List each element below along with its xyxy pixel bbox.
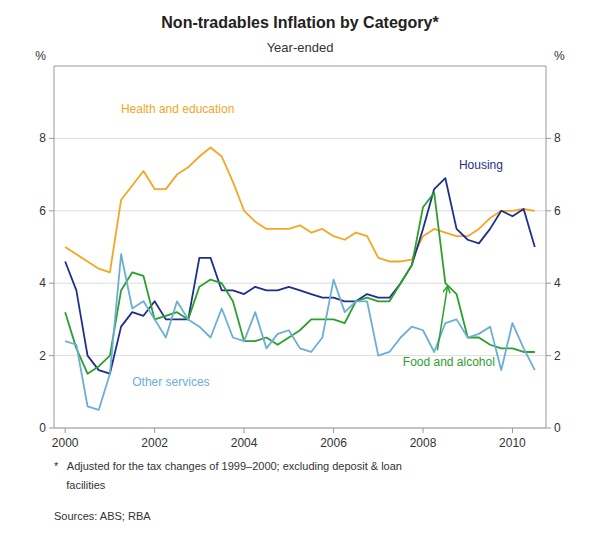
y-tick-label: 2 <box>39 349 46 363</box>
series-line <box>65 147 535 272</box>
y2-tick <box>546 355 551 356</box>
series-label: Other services <box>132 375 209 389</box>
x-axis <box>54 428 546 429</box>
grid-line <box>54 210 546 211</box>
y-axis <box>54 66 55 428</box>
y-tick <box>49 210 54 211</box>
plot-area <box>65 147 535 409</box>
footnote: * Adjusted for the tax changes of 1999–2… <box>54 460 402 472</box>
y-tick <box>49 138 54 139</box>
x-tick <box>423 428 424 433</box>
series-label: Housing <box>459 158 503 172</box>
y2-tick-label: 8 <box>554 131 561 145</box>
subtitle: Year-ended <box>267 40 334 55</box>
series-label: Health and education <box>121 102 234 116</box>
y2-tick-label: 4 <box>554 276 561 290</box>
x-tick-label: 2006 <box>320 436 347 450</box>
y-tick <box>49 428 54 429</box>
y-tick-label: 8 <box>39 131 46 145</box>
x-tick-label: 2000 <box>52 436 79 450</box>
series-line <box>65 193 535 374</box>
arrow <box>437 287 447 350</box>
grid <box>54 138 546 428</box>
x-tick <box>154 428 155 433</box>
y-tick-label: 4 <box>39 276 46 290</box>
y2-axis-label: % <box>554 49 565 63</box>
source: Sources: ABS; RBA <box>54 510 151 522</box>
series-line <box>65 178 535 373</box>
y2-tick-label: 6 <box>554 204 561 218</box>
x-tick-label: 2004 <box>231 436 258 450</box>
frame-top <box>54 66 546 67</box>
y2-tick-label: 0 <box>554 421 561 435</box>
y2-tick <box>546 210 551 211</box>
y-tick <box>49 355 54 356</box>
title: Non-tradables Inflation by Category* <box>161 14 439 31</box>
y2-tick <box>546 283 551 284</box>
y-tick <box>49 283 54 284</box>
grid-line <box>54 428 546 429</box>
y-tick-label: 6 <box>39 204 46 218</box>
x-tick-label: 2010 <box>499 436 526 450</box>
x-tick <box>65 428 66 433</box>
y-axis-label: % <box>35 49 46 63</box>
y2-tick-label: 2 <box>554 349 561 363</box>
y2-axis <box>546 66 547 428</box>
y2-tick <box>546 428 551 429</box>
x-tick-label: 2008 <box>410 436 437 450</box>
footnote: facilities <box>54 479 106 491</box>
y2-tick <box>546 138 551 139</box>
chart: Non-tradables Inflation by Category* Year… <box>0 0 600 549</box>
y-tick-label: 0 <box>39 421 46 435</box>
x-tick <box>244 428 245 433</box>
x-tick <box>512 428 513 433</box>
series-label: Food and alcohol <box>403 355 495 369</box>
x-tick <box>333 428 334 433</box>
x-tick-label: 2002 <box>141 436 168 450</box>
grid-line <box>54 138 546 139</box>
series-line <box>65 254 535 410</box>
